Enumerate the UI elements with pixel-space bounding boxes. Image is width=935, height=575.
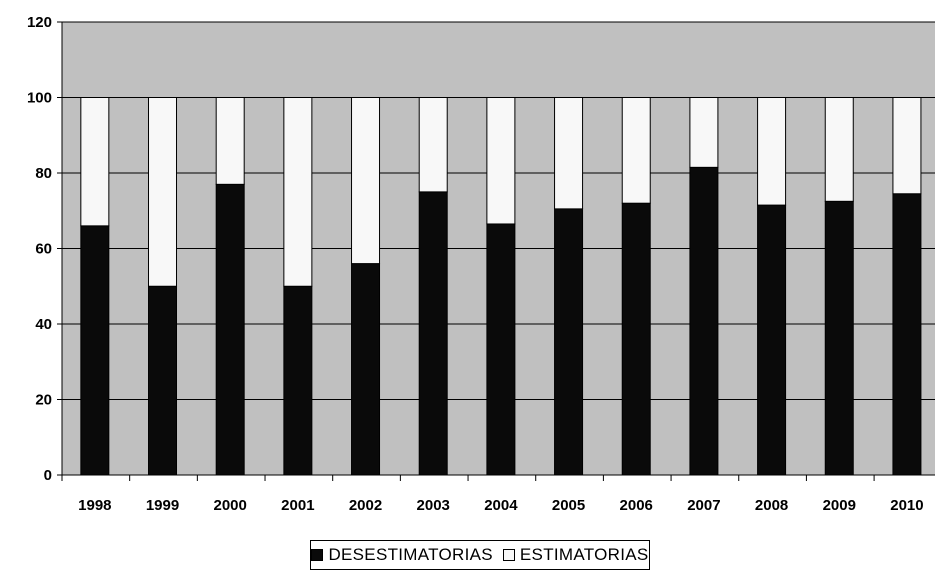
bar-desestimatorias-2005 (554, 208, 584, 476)
bar-estimatorias-2010 (892, 97, 922, 195)
bar-estimatorias-2002 (351, 97, 381, 265)
y-tick-label-60: 60 (35, 241, 52, 258)
bar-estimatorias-2005 (554, 97, 584, 210)
x-tick-label-2002: 2002 (349, 497, 382, 514)
bar-estimatorias-2004 (486, 97, 516, 225)
y-ticks: 0 20 40 60 80 100 120 (27, 14, 62, 484)
x-tick-label-2009: 2009 (823, 497, 856, 514)
bar-estimatorias-2000 (215, 97, 245, 185)
bar-desestimatorias-2003 (418, 191, 448, 476)
legend-swatch-desestimatorias (311, 549, 324, 561)
y-tick-label-80: 80 (35, 165, 52, 182)
legend: DESESTIMATORIAS ESTIMATORIAS (310, 540, 650, 570)
bar-desestimatorias-2006 (621, 202, 651, 476)
bar-estimatorias-2003 (418, 97, 448, 193)
bar-estimatorias-2008 (757, 97, 787, 206)
y-tick-label-40: 40 (35, 316, 52, 333)
legend-item-estimatorias: ESTIMATORIAS (502, 545, 649, 565)
bars (80, 97, 922, 476)
bar-desestimatorias-2002 (351, 263, 381, 476)
bar-estimatorias-2009 (824, 97, 854, 202)
bar-desestimatorias-2010 (892, 193, 922, 476)
x-tick-label-1998: 1998 (78, 497, 111, 514)
x-tick-label-2005: 2005 (552, 497, 585, 514)
bar-desestimatorias-2000 (215, 183, 245, 476)
legend-swatch-estimatorias (502, 549, 515, 561)
bar-desestimatorias-2001 (283, 285, 313, 476)
bar-desestimatorias-1998 (80, 225, 110, 476)
bar-desestimatorias-2007 (689, 166, 719, 476)
legend-label-desestimatorias: DESESTIMATORIAS (328, 545, 493, 564)
legend-label-estimatorias: ESTIMATORIAS (519, 545, 649, 564)
x-tick-label-2008: 2008 (755, 497, 788, 514)
bar-estimatorias-2001 (283, 97, 313, 287)
y-tick-label-100: 100 (27, 90, 52, 107)
x-tick-label-2007: 2007 (687, 497, 720, 514)
bar-estimatorias-1998 (80, 97, 110, 227)
legend-item-desestimatorias: DESESTIMATORIAS (311, 545, 493, 565)
x-tick-label-2010: 2010 (890, 497, 923, 514)
bar-estimatorias-2006 (621, 97, 651, 204)
x-ticks: 1998 1999 2000 2001 2002 2003 2004 2005 2006 2007… (61, 475, 924, 514)
x-tick-label-2004: 2004 (484, 497, 518, 514)
y-tick-label-120: 120 (27, 14, 52, 31)
bar-desestimatorias-1999 (148, 285, 178, 476)
x-tick-label-1999: 1999 (146, 497, 179, 514)
bar-desestimatorias-2009 (824, 200, 854, 476)
bar-estimatorias-1999 (148, 97, 178, 287)
x-tick-label-2001: 2001 (281, 497, 314, 514)
bar-desestimatorias-2008 (757, 204, 787, 476)
x-tick-label-2000: 2000 (213, 497, 246, 514)
y-tick-label-0: 0 (44, 467, 52, 484)
x-tick-label-2006: 2006 (620, 497, 653, 514)
bar-desestimatorias-2004 (486, 223, 516, 476)
y-tick-label-20: 20 (35, 392, 52, 409)
bar-estimatorias-2007 (689, 97, 719, 168)
x-tick-label-2003: 2003 (417, 497, 450, 514)
